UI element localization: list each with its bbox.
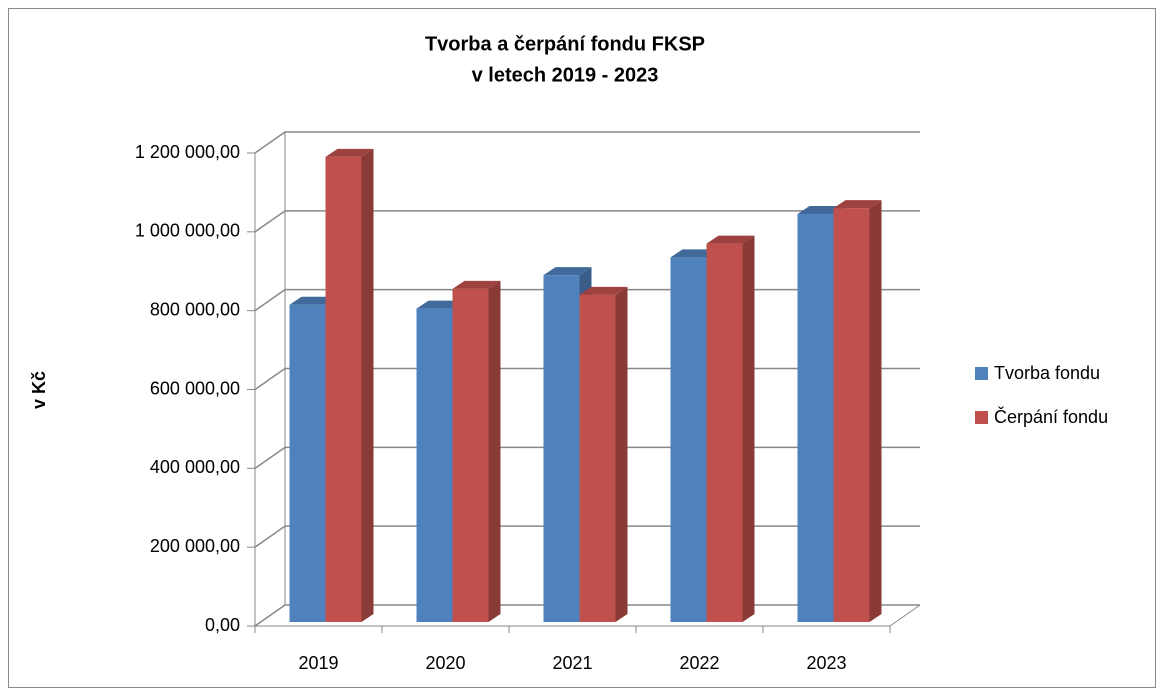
- bar-side: [869, 200, 882, 622]
- legend-swatch: [975, 411, 988, 424]
- bar-top: [833, 200, 882, 209]
- x-tick-label: 2022: [679, 653, 719, 673]
- bar-top: [579, 286, 628, 295]
- x-tick-label: 2023: [806, 653, 846, 673]
- y-tick-label: 200 000,00: [150, 536, 240, 556]
- bar: [452, 280, 501, 622]
- bar-top: [706, 235, 755, 244]
- y-tick-label: 400 000,00: [150, 457, 240, 477]
- y-tick-label: 1 200 000,00: [135, 142, 240, 162]
- bar-front: [325, 156, 362, 622]
- x-tick-label: 2021: [552, 653, 592, 673]
- y-axis-title: v Kč: [29, 371, 49, 409]
- bar-top: [325, 148, 374, 157]
- bar: [579, 286, 628, 622]
- bar: [706, 235, 755, 622]
- y-tick-label: 600 000,00: [150, 378, 240, 398]
- bar-top: [452, 280, 501, 289]
- y-tick-label: 800 000,00: [150, 299, 240, 319]
- bar: [325, 148, 374, 622]
- bar-front: [833, 208, 870, 622]
- legend-swatch: [975, 367, 988, 380]
- bar-side: [488, 280, 501, 622]
- legend-label: Tvorba fondu: [994, 363, 1100, 383]
- y-tick-label: 1 000 000,00: [135, 221, 240, 241]
- bar-front: [579, 294, 616, 622]
- x-tick-label: 2019: [298, 653, 338, 673]
- y-tick-label: 0,00: [205, 615, 240, 635]
- bar-front: [706, 243, 743, 622]
- legend-label: Čerpání fondu: [994, 406, 1108, 427]
- chart-title: Tvorba a čerpání fondu FKSP: [425, 33, 705, 55]
- bar-front: [543, 275, 580, 622]
- x-tick-label: 2020: [425, 653, 465, 673]
- bar-side: [615, 286, 628, 622]
- floor-edge: [889, 604, 921, 627]
- bar: [833, 200, 882, 622]
- bar-side: [742, 235, 755, 622]
- bar-top: [543, 267, 592, 276]
- chart-subtitle: v letech 2019 - 2023: [472, 64, 659, 86]
- bar-front: [797, 214, 834, 622]
- bar-front: [289, 304, 326, 622]
- bar-side: [361, 148, 374, 622]
- bar-front: [452, 288, 489, 622]
- bar-front: [670, 257, 707, 622]
- bar-front: [416, 308, 453, 622]
